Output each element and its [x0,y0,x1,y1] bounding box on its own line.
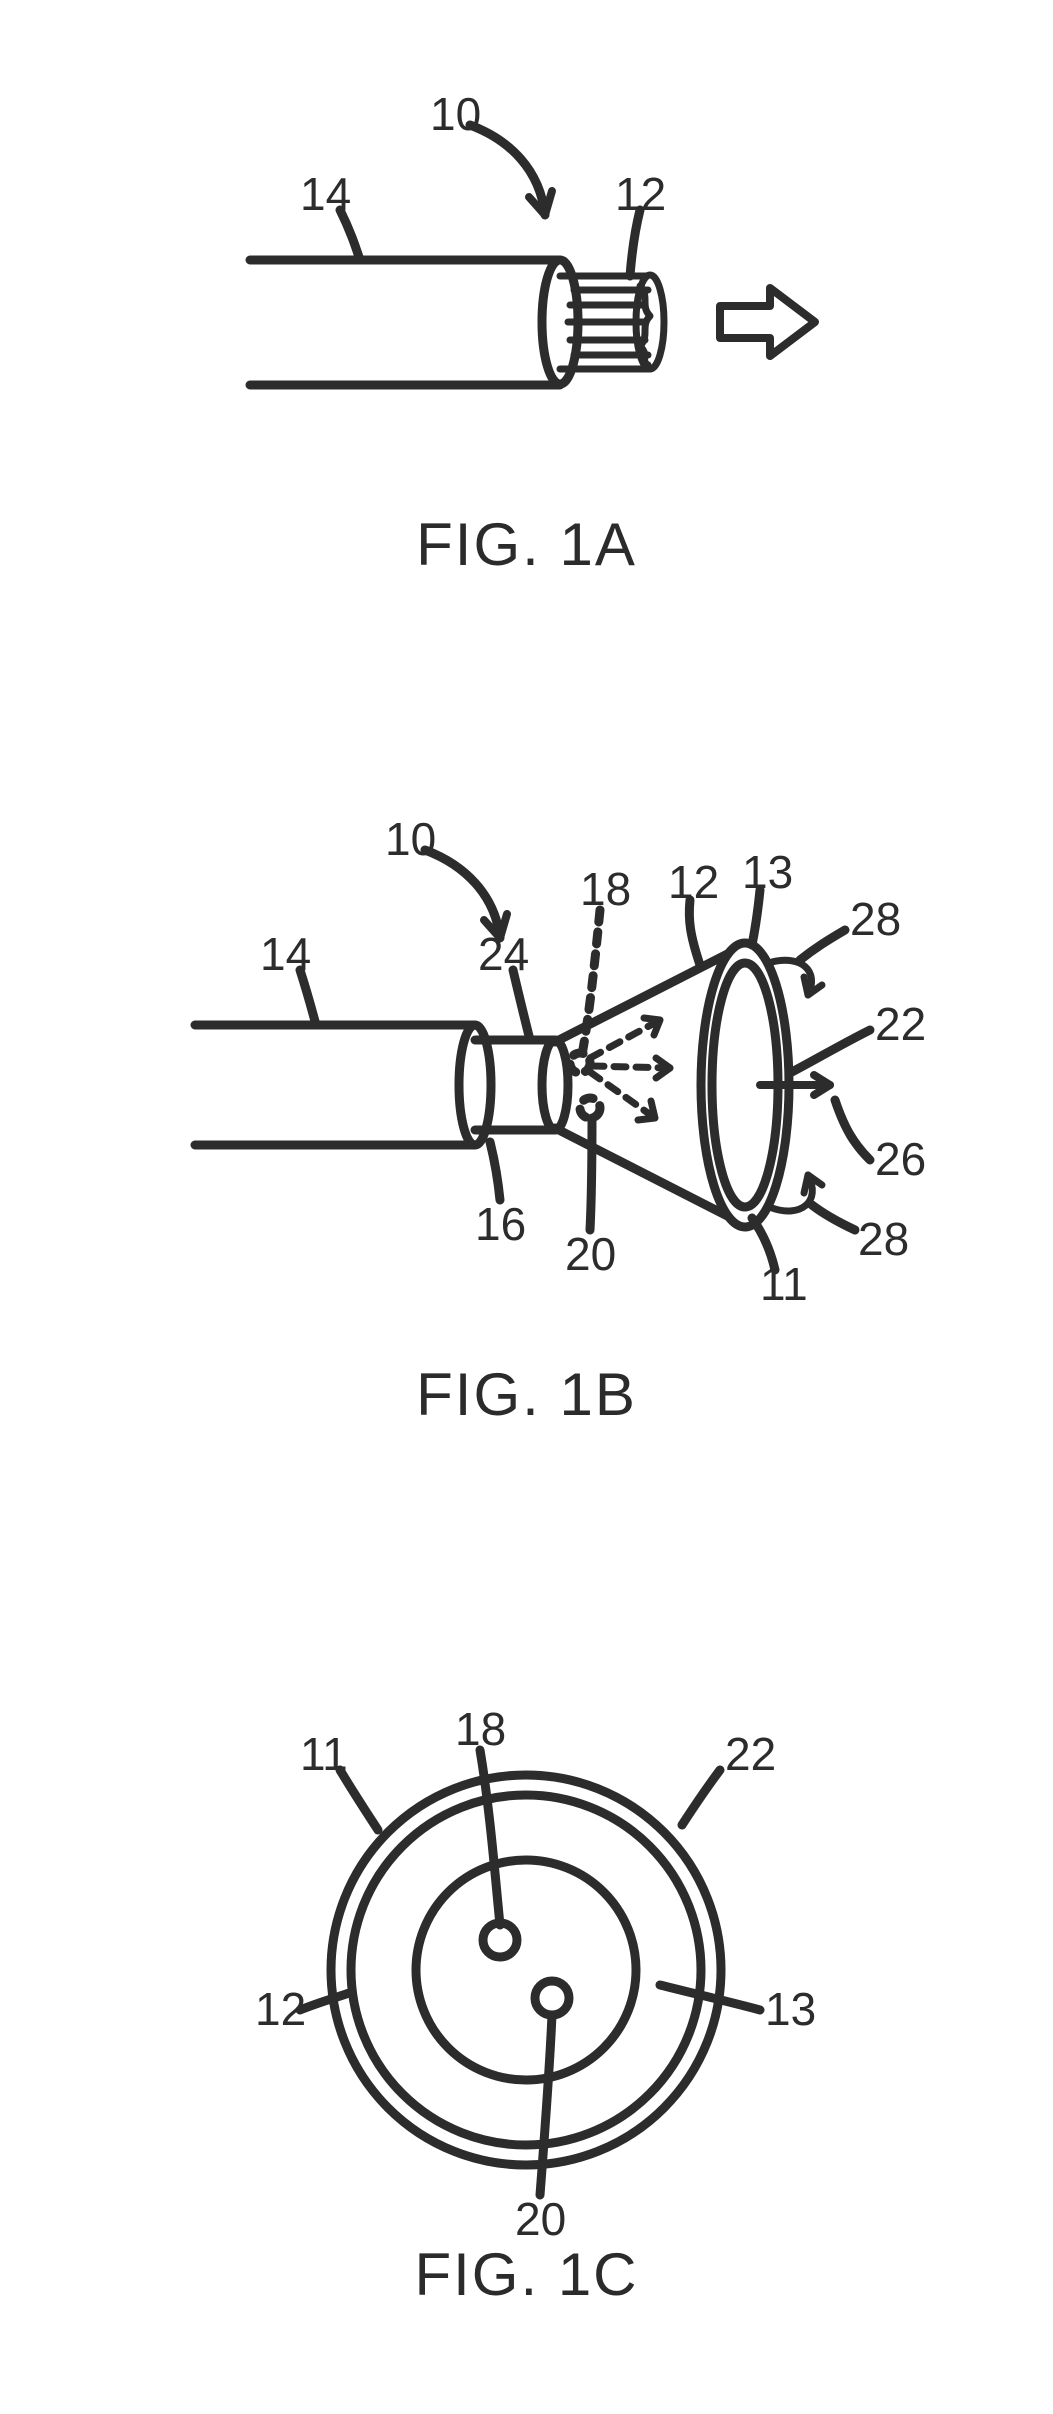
label-18: 18 [580,863,631,915]
figure-1c: 11 18 22 12 20 13 FIG. 1C [0,1640,1053,2340]
label-20: 20 [515,2193,566,2245]
label-20: 20 [565,1228,616,1280]
label-18: 18 [455,1703,506,1755]
label-10: 10 [430,88,481,140]
figure-1c-caption: FIG. 1C [0,2240,1053,2309]
label-13: 13 [742,846,793,898]
label-22: 22 [875,998,926,1050]
label-28-bottom: 28 [858,1213,909,1265]
figure-1a: 10 14 12 FIG. 1A [0,40,1053,600]
page: 10 14 12 FIG. 1A [0,0,1053,2414]
figure-1b: 10 14 24 18 12 13 28 22 26 28 11 16 20 F… [0,770,1053,1490]
label-16: 16 [475,1198,526,1250]
label-24: 24 [478,928,529,980]
label-13: 13 [765,1983,816,2035]
label-11: 11 [300,1728,348,1780]
label-12: 12 [668,856,719,908]
figure-1b-caption: FIG. 1B [0,1360,1053,1429]
label-12: 12 [615,168,666,220]
label-26: 26 [875,1133,926,1185]
label-28-top: 28 [850,893,901,945]
figure-1a-caption: FIG. 1A [0,510,1053,579]
label-14: 14 [260,928,311,980]
label-12: 12 [255,1983,306,2035]
label-10: 10 [385,813,436,865]
label-11: 11 [760,1258,808,1310]
label-22: 22 [725,1728,776,1780]
figure-1c-svg: 11 18 22 12 20 13 [0,1640,1053,2340]
label-14: 14 [300,168,351,220]
